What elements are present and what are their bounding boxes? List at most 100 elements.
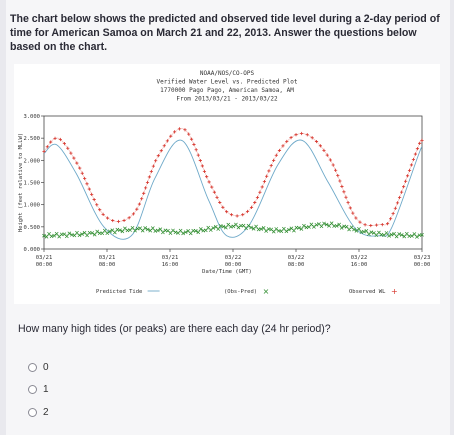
observed-point: [351, 211, 355, 215]
radio-button-1[interactable]: [28, 384, 37, 394]
observed-point: [75, 161, 79, 165]
obs-pred-point: [118, 228, 122, 233]
observed-point: [374, 223, 379, 227]
observed-point: [215, 195, 219, 199]
observed-point: [344, 195, 348, 199]
obs-pred-point: [402, 234, 407, 239]
radio-button-2[interactable]: [28, 407, 37, 417]
radio-button-0[interactable]: [28, 362, 37, 372]
obs-pred-point: [334, 224, 339, 228]
legend-label: (Obs-Pred): [224, 289, 257, 295]
x-axis-label: Date/Time (GMT): [202, 269, 252, 275]
intro-text: The chart below shows the predicted and …: [10, 13, 440, 53]
observed-point: [90, 192, 94, 196]
observed-point: [274, 153, 278, 157]
observed-point: [420, 138, 424, 142]
obs-pred-point: [367, 232, 371, 237]
observed-point: [194, 148, 198, 152]
observed-point: [140, 197, 144, 201]
observed-point: [122, 218, 126, 223]
observed-point: [265, 174, 269, 178]
observed-point: [294, 133, 298, 137]
observed-point: [338, 179, 342, 183]
observed-point: [87, 187, 91, 191]
observed-point: [346, 201, 350, 205]
obs-pred-point: [54, 231, 59, 236]
obs-pred-point: [410, 234, 414, 238]
obs-pred-point: [387, 234, 391, 238]
observed-point: [403, 179, 408, 183]
observed-point: [154, 159, 158, 163]
obs-pred-point: [193, 229, 198, 233]
obs-pred-point: [420, 232, 424, 237]
observed-point: [331, 163, 335, 167]
obs-pred-point: [246, 223, 251, 228]
obs-pred-point: [369, 230, 374, 235]
y-tick-label: 1.000: [23, 203, 40, 209]
y-tick-label: 3.000: [23, 114, 40, 120]
observed-point: [147, 175, 151, 179]
observed-point: [58, 137, 62, 142]
obs-pred-point: [92, 232, 97, 237]
y-tick-label: 0.000: [23, 247, 40, 253]
y-tick-label: 2.000: [23, 158, 40, 164]
obs-pred-point: [362, 229, 366, 234]
observed-point: [411, 157, 416, 162]
answer-option-1[interactable]: 1: [28, 382, 49, 396]
obs-pred-point: [223, 225, 228, 230]
obs-pred-point: [319, 224, 324, 229]
observed-point: [69, 151, 73, 155]
observed-point: [358, 220, 362, 224]
observed-point: [221, 205, 225, 209]
observed-point: [210, 185, 214, 189]
observed-point: [253, 200, 257, 205]
observed-point: [225, 210, 229, 214]
obs-pred-point: [339, 226, 344, 230]
observed-point: [151, 164, 155, 168]
obs-pred-point: [322, 221, 326, 226]
x-tick-label: 03/22: [225, 255, 242, 261]
obs-pred-point: [357, 226, 361, 231]
observed-point: [137, 202, 142, 206]
observed-point: [405, 174, 410, 178]
observed-point: [369, 223, 373, 228]
observed-point: [255, 195, 260, 200]
obs-pred-point: [231, 224, 236, 229]
obs-pred-point: [77, 233, 82, 238]
obs-pred-point: [112, 230, 117, 235]
obs-pred-point: [364, 228, 369, 233]
observed-point: [159, 149, 163, 153]
observed-point: [318, 144, 322, 148]
page-right-border: [450, 0, 454, 435]
obs-pred-point: [297, 226, 301, 230]
observed-point: [207, 180, 211, 184]
obs-pred-point: [211, 226, 216, 230]
x-tick-label: 08:00: [99, 262, 116, 268]
observed-point: [328, 158, 332, 162]
obs-pred-point: [284, 229, 289, 234]
obs-pred-point: [67, 231, 72, 236]
observed-point: [314, 139, 319, 144]
observed-point: [62, 141, 66, 146]
x-tick-label: 03/22: [288, 255, 305, 261]
obs-pred-point: [292, 228, 296, 233]
observed-point: [269, 164, 273, 168]
obs-pred-point: [412, 232, 417, 236]
obs-pred-point: [261, 225, 266, 230]
y-tick-label: 0.500: [23, 225, 40, 231]
observed-point: [258, 190, 262, 194]
legend-symbol: +: [391, 287, 398, 296]
answer-option-2[interactable]: 2: [28, 405, 49, 419]
observed-point: [98, 208, 102, 212]
y-tick-label: 1.500: [23, 181, 40, 187]
observed-point: [218, 200, 222, 205]
observed-point: [285, 139, 289, 144]
observed-point: [101, 212, 105, 216]
observed-point: [202, 169, 207, 173]
obs-pred-point: [105, 231, 110, 236]
answer-option-0[interactable]: 0: [28, 360, 49, 374]
obs-pred-point: [161, 230, 165, 235]
observed-point: [183, 128, 187, 132]
obs-pred-point: [234, 222, 238, 227]
answer-option-label: 1: [43, 383, 49, 395]
